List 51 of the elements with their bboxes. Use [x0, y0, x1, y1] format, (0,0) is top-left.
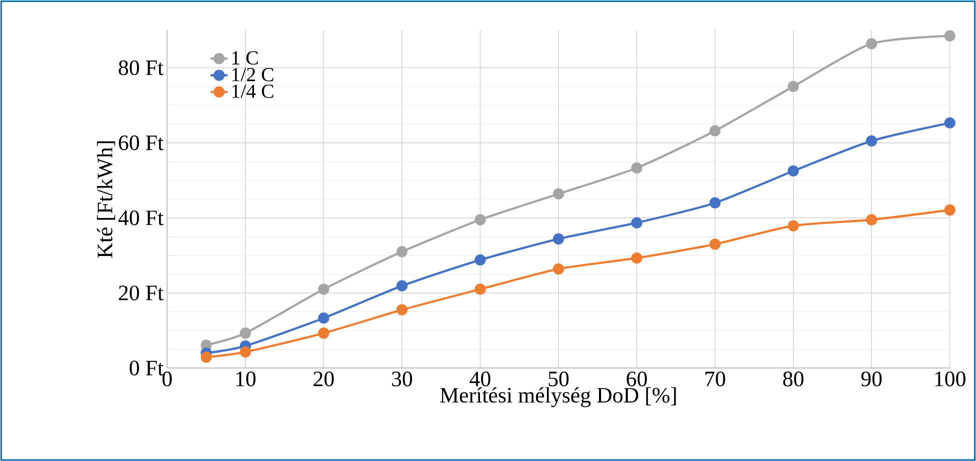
x-tick-label: 60 [626, 371, 647, 386]
point [396, 304, 408, 316]
point [709, 197, 721, 208]
point [474, 214, 486, 226]
point [709, 125, 721, 136]
point [552, 188, 564, 200]
point [788, 220, 799, 232]
x-tick-label: 20 [314, 371, 334, 386]
point [788, 80, 799, 92]
legend-label: 1/2 C [232, 68, 274, 82]
x-tick-label: 100 [935, 371, 966, 386]
y-axis-title: Kté [Ft/kWh] [96, 141, 116, 258]
point [552, 263, 564, 274]
point [866, 135, 878, 146]
y-tick-label: 40 Ft [118, 210, 164, 226]
point [788, 165, 799, 176]
point [944, 117, 956, 128]
point [318, 327, 330, 339]
x-tick-label: 10 [236, 371, 256, 386]
x-tick-label: 0 [162, 371, 172, 386]
point [240, 346, 251, 358]
point [866, 38, 878, 50]
x-tick-label: 40 [470, 371, 490, 386]
y-tick-label: 20 Ft [118, 285, 164, 300]
legend-label: 1 C [232, 51, 258, 65]
point [318, 284, 330, 295]
x-tick-label: 80 [783, 371, 804, 386]
y-tick-label: 0 Ft [130, 360, 164, 376]
point [474, 254, 486, 266]
point [318, 312, 330, 324]
point [631, 252, 642, 264]
point [240, 327, 251, 339]
x-axis-title: Merítési mélység DoD [%] [440, 387, 676, 408]
point [200, 351, 212, 363]
x-tick-label: 70 [706, 371, 726, 386]
x-tick-label: 30 [392, 371, 412, 386]
point [396, 246, 408, 258]
point [631, 217, 642, 228]
point [944, 30, 956, 42]
x-tick-label: 90 [861, 371, 882, 386]
point [709, 238, 721, 250]
y-tick-label: 80 Ft [118, 60, 164, 76]
point [866, 214, 878, 226]
legend-label: 1/4 C [232, 84, 274, 98]
point [474, 284, 486, 295]
point [552, 233, 564, 244]
point [944, 204, 956, 216]
point [631, 162, 642, 174]
point [396, 280, 408, 292]
y-tick-label: 60 Ft [118, 135, 164, 150]
x-tick-label: 50 [548, 371, 569, 386]
